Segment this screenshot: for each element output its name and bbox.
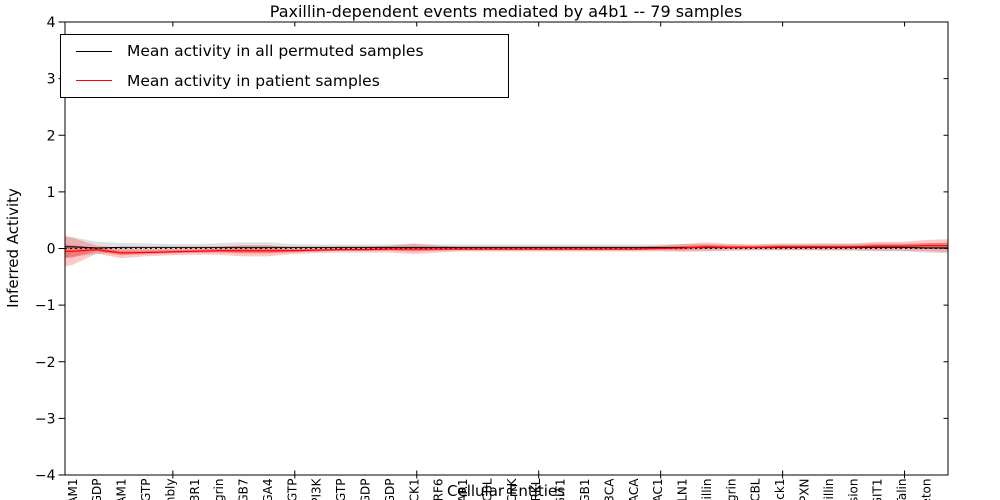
x-category-label: ARF6 xyxy=(432,479,446,500)
y-tick-label: 4 xyxy=(47,15,56,31)
x-category-label: PIK3CA xyxy=(602,478,616,500)
permuted-std-band xyxy=(65,236,948,258)
x-axis-label: Cellular Entities xyxy=(447,482,565,500)
axis-ticks: −4 −3 −2 −1 0 1 2 3 4 xyxy=(35,15,948,484)
x-category-label: ARF6/GDP xyxy=(358,479,372,500)
x-category-label: alpha4/beta7 Integrin xyxy=(212,479,226,500)
x-category-label: alpha4/beta1 Integrin/Paxillin/Talin xyxy=(895,479,909,500)
x-category-label: ITGB1 xyxy=(578,479,592,500)
x-category-label: alpha4/beta1 Integrin/Paxillin/Talin/Act… xyxy=(919,479,933,500)
x-category-label: p130Cas/Crk/Dock1 xyxy=(773,479,787,500)
x-category-label: RAC1 xyxy=(651,479,665,500)
x-category-label: mol:GDP xyxy=(90,479,104,500)
x-category-label: CBL xyxy=(480,478,494,500)
x-category-label: alpha4/beta1 Integrin/Paxillin xyxy=(822,479,836,500)
legend-label-permuted: Mean activity in all permuted samples xyxy=(127,42,424,61)
x-category-label: ITGA4 xyxy=(261,479,275,500)
x-category-label: PRKACA xyxy=(627,478,641,500)
x-category-labels: VCAM1 mol:GDP alpha4/beta1 Integrin/Paxill… xyxy=(66,477,934,500)
x-category-label: ARF6/GTP xyxy=(285,479,299,500)
y-tick-label: −2 xyxy=(35,355,56,371)
x-category-label: PI3K xyxy=(310,477,324,500)
legend-item-permuted: Mean activity in all permuted samples xyxy=(76,38,508,64)
x-category-label: mol:GTP xyxy=(334,479,348,500)
x-category-label: ITGB7 xyxy=(237,479,251,500)
x-category-label: VCAM1 xyxy=(66,479,80,500)
x-category-label: BCAR1 xyxy=(456,479,470,500)
y-tick-label: −3 xyxy=(35,411,56,427)
plot-area xyxy=(65,236,948,267)
y-axis-label: Inferred Activity xyxy=(4,188,22,308)
y-tick-label: 0 xyxy=(47,242,56,258)
y-tick-label: 3 xyxy=(47,72,56,88)
x-category-label: alpha4/beta1 Integrin xyxy=(724,479,738,500)
x-category-label: lamellipodium assembly xyxy=(163,479,177,500)
x-category-label: alpha4/beta7 Integrin/Paxillin xyxy=(700,479,714,500)
x-category-label: alpha4/beta1 Integrin/Paxillin/GIT1 xyxy=(871,479,885,500)
patient-mean-line xyxy=(65,245,948,254)
y-tick-label: −4 xyxy=(35,468,56,484)
legend: Mean activity in all permuted samples Me… xyxy=(60,34,509,98)
legend-line-sample-black xyxy=(76,50,112,52)
x-category-label: CRKL/CBL xyxy=(749,478,763,500)
x-category-label: alpha4/beta1 Integrin/Paxillin/VCAM1 xyxy=(115,479,129,500)
x-category-label: Rac1/GTP xyxy=(139,479,153,500)
y-tick-label: 1 xyxy=(47,185,56,201)
x-category-label: cell adhesion xyxy=(846,479,860,500)
x-category-label: PIK3R1 xyxy=(188,479,202,500)
patient-std-band-inner xyxy=(65,242,948,259)
legend-line-sample-red xyxy=(76,80,112,82)
legend-label-patient: Mean activity in patient samples xyxy=(127,71,380,90)
x-category-label: PXN xyxy=(798,479,812,500)
y-tick-label: 2 xyxy=(47,128,56,144)
x-category-label: DOCK1 xyxy=(407,479,421,500)
x-category-label: Rac1/GDP xyxy=(383,479,397,500)
x-category-label: GIT1 xyxy=(554,479,568,500)
x-category-label: CRK xyxy=(505,477,519,500)
y-tick-label: −1 xyxy=(35,298,56,314)
chart-title: Paxillin-dependent events mediated by a4… xyxy=(269,2,743,21)
legend-item-patient: Mean activity in patient samples xyxy=(76,68,508,94)
x-category-label: TLN1 xyxy=(676,479,690,500)
patient-std-band-outer xyxy=(65,236,948,267)
x-category-label: CRKL xyxy=(529,478,543,500)
